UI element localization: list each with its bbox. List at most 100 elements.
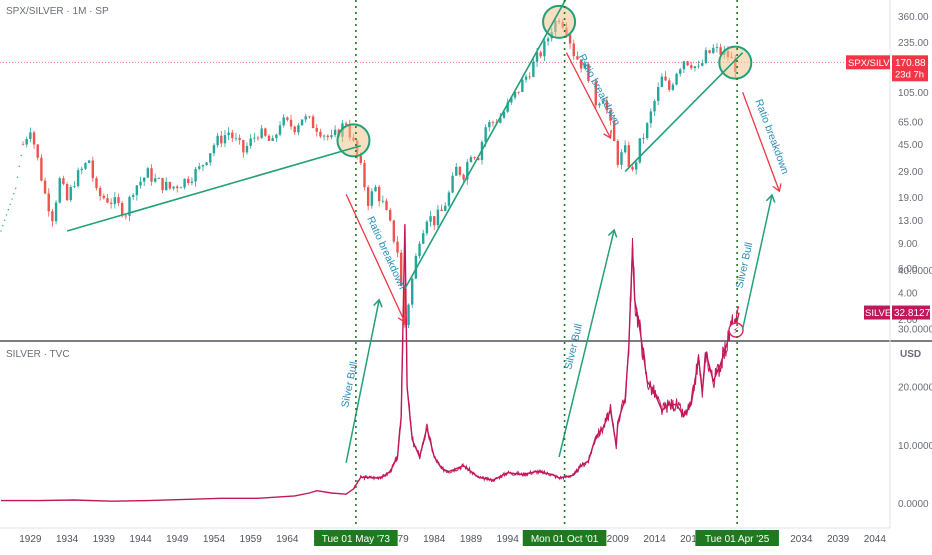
candle-body	[308, 116, 311, 118]
candle-body	[539, 52, 542, 57]
candle-body	[271, 138, 274, 141]
candle-body	[29, 132, 32, 139]
candle-body	[172, 186, 175, 189]
candle-body	[455, 166, 458, 176]
breakdown-arrow-line	[742, 92, 780, 192]
breakdown-arrow-line	[565, 52, 612, 139]
candle-body	[286, 117, 289, 120]
candle-body	[532, 61, 535, 77]
candle-body	[469, 157, 473, 163]
candle-body	[704, 50, 708, 64]
candle-body	[106, 198, 109, 203]
candle-body	[69, 186, 72, 201]
candle-body	[444, 205, 447, 211]
candle-body	[120, 202, 124, 216]
candle-body	[631, 166, 634, 170]
candle-body	[36, 144, 39, 158]
x-tick-label: 1929	[19, 534, 42, 545]
x-tick-label: 2009	[607, 534, 630, 545]
trend-line	[404, 0, 567, 290]
candle-body	[510, 97, 513, 103]
candle-body	[234, 137, 238, 139]
x-tick-label: 2039	[827, 534, 850, 545]
x-tick-label: 1964	[276, 534, 299, 545]
candle-body	[98, 188, 102, 196]
candle-body	[598, 103, 601, 106]
candle-body	[102, 195, 106, 199]
candle-body	[414, 256, 418, 279]
candle-body	[488, 121, 491, 128]
breakdown-arrow-head	[603, 129, 612, 139]
silver-name-tag	[864, 305, 890, 320]
silver-bull-arrow-line	[558, 229, 615, 458]
breakdown-arrow-head	[397, 314, 407, 324]
candle-body	[473, 157, 476, 159]
candle-body	[87, 160, 91, 163]
candle-body	[411, 278, 414, 305]
candle-body	[645, 123, 649, 139]
candle-body	[451, 175, 454, 193]
ratio-price-tag	[892, 55, 928, 82]
candle-body	[381, 200, 385, 202]
candle-body	[708, 50, 711, 53]
candle-body	[304, 116, 307, 120]
ratio-countdown: 23d 7h	[895, 69, 924, 80]
x-tick-label: 2034	[790, 534, 813, 545]
candle-body	[675, 73, 678, 85]
candle-body	[616, 141, 620, 165]
early-data-dot	[16, 176, 19, 179]
candle-body	[620, 152, 623, 165]
candle-body	[572, 43, 575, 57]
candle-body	[477, 158, 480, 161]
candle-body	[433, 216, 436, 226]
candle-body	[587, 64, 590, 82]
candle-body	[385, 200, 388, 211]
early-data-dot	[13, 193, 15, 195]
candle-body	[524, 76, 528, 80]
candle-body	[256, 137, 260, 139]
candle-body	[205, 162, 208, 165]
early-data-dot	[18, 165, 21, 168]
x-tick-label: 2044	[864, 534, 887, 545]
candle-body	[535, 52, 539, 62]
candle-body	[165, 181, 168, 191]
top-y-tick-label: 105.00	[898, 88, 929, 99]
candle-body	[209, 153, 212, 163]
top-y-tick-label: 235.00	[898, 38, 929, 49]
candle-body	[363, 163, 366, 188]
lightning-glyph: ⚡	[733, 326, 740, 337]
candle-body	[238, 137, 241, 141]
breakdown-arrow-line	[345, 193, 406, 323]
candle-body	[282, 117, 285, 126]
x-tick-label: 1979	[386, 534, 409, 545]
candle-body	[712, 47, 715, 53]
candle-body	[51, 211, 54, 222]
x-tick-label: 1959	[240, 534, 263, 545]
bottom-y-tick-label: 10.0000	[898, 441, 932, 452]
candle-body	[95, 178, 98, 189]
silver-price-detail	[353, 237, 740, 490]
date-marker-badge	[522, 530, 607, 546]
candle-body	[462, 174, 465, 180]
candle-body	[671, 84, 675, 90]
candle-body	[146, 168, 150, 178]
candle-body	[605, 100, 608, 111]
early-data-dot	[5, 214, 8, 216]
candle-body	[396, 241, 399, 253]
candle-body	[370, 191, 374, 206]
x-tick-label: 1984	[423, 534, 446, 545]
candle-body	[388, 210, 392, 221]
candle-body	[366, 187, 370, 206]
candle-body	[157, 178, 161, 179]
candle-body	[43, 180, 47, 194]
candle-body	[319, 131, 322, 137]
candle-body	[131, 195, 135, 197]
candle-body	[293, 126, 296, 133]
candle-body	[546, 38, 550, 42]
candle-body	[425, 221, 429, 234]
candle-body	[21, 144, 25, 146]
early-data-dot	[9, 203, 11, 206]
candle-body	[333, 129, 337, 136]
candle-body	[359, 155, 363, 164]
